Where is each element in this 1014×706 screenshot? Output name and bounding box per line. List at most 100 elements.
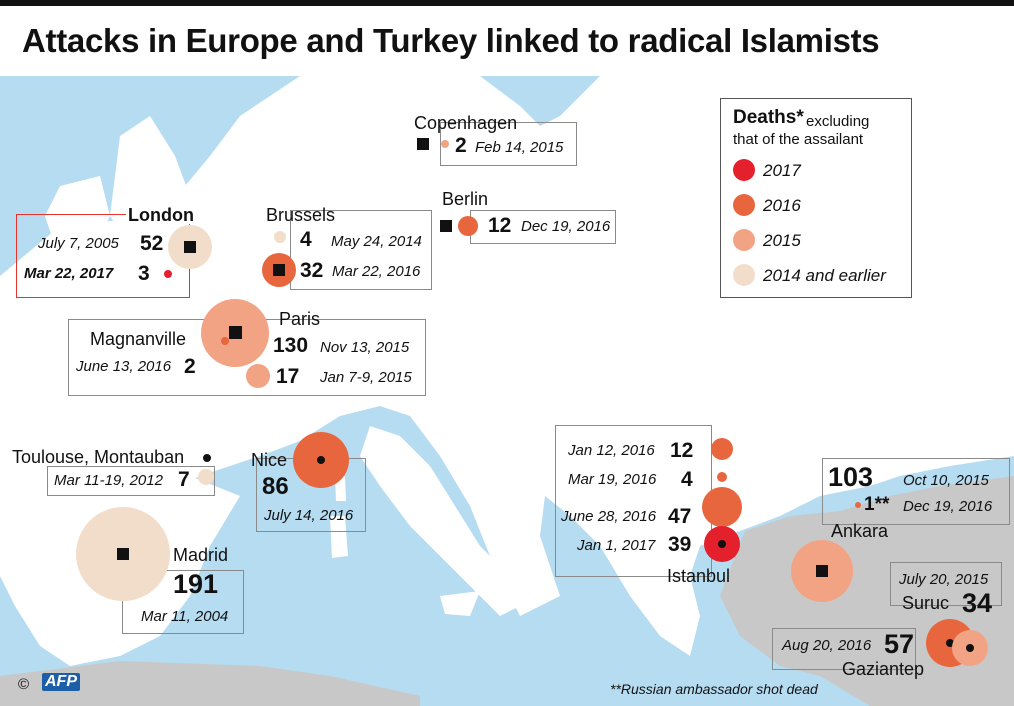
copenhagen-count: 2 [455, 134, 467, 157]
istanbul-count-3: 47 [668, 505, 692, 528]
copenhagen-callout-box [440, 122, 577, 166]
copenhagen-bubble [441, 140, 449, 148]
toulouse-label: Toulouse, Montauban [12, 447, 185, 467]
paris-date-jan-2015: Jan 7-9, 2015 [320, 369, 412, 386]
london-date-2005: July 7, 2005 [38, 235, 119, 252]
istanbul-date-2: Mar 19, 2016 [568, 471, 657, 488]
london-date-2017: Mar 22, 2017 [24, 265, 114, 282]
gaziantep-count: 57 [884, 629, 915, 659]
berlin-marker [440, 220, 452, 232]
legend-title: Deaths* [733, 107, 804, 128]
berlin-date: Dec 19, 2016 [521, 218, 611, 235]
legend-label-2017: 2017 [763, 161, 801, 180]
magnanville-count: 2 [184, 355, 196, 378]
gaziantep-callout-box [772, 628, 916, 670]
paris-marker [229, 326, 242, 339]
paris-date-nov-2015: Nov 13, 2015 [320, 339, 410, 356]
brussels-count-2016: 32 [300, 259, 324, 282]
nice-count: 86 [262, 473, 289, 500]
magnanville-label: Magnanville [90, 329, 187, 349]
berlin-label: Berlin [442, 189, 489, 209]
london-label: London [126, 205, 196, 225]
land-italy [360, 426, 520, 616]
copenhagen-label: Copenhagen [414, 113, 518, 133]
land-ireland [45, 176, 110, 256]
istanbul-date-1: Jan 12, 2016 [568, 442, 655, 459]
istanbul-date-4: Jan 1, 2017 [577, 537, 656, 554]
paris-bubble-jan-2015 [246, 364, 270, 388]
ankara-date-2016: Dec 19, 2016 [903, 498, 993, 515]
suruc-marker [966, 644, 974, 652]
istanbul-count-4: 39 [668, 533, 692, 556]
magnanville-bubble [221, 337, 229, 345]
suruc-date: July 20, 2015 [899, 571, 989, 588]
istanbul-count-1: 12 [670, 439, 694, 462]
copenhagen-marker [417, 138, 429, 150]
london-bubble-2017 [164, 270, 172, 278]
toulouse-callout-box [47, 466, 215, 496]
paris-count-nov-2015: 130 [273, 334, 309, 357]
london-count-2017: 3 [138, 262, 150, 285]
brussels-label: Brussels [266, 205, 336, 225]
berlin-count: 12 [488, 214, 512, 237]
legend-swatch-2017 [733, 159, 755, 181]
suruc-label: Suruc [902, 593, 950, 613]
brussels-date-2016: Mar 22, 2016 [332, 263, 421, 280]
legend: Deaths* excluding that of the assailant … [720, 98, 912, 298]
toulouse-bubble [198, 469, 214, 485]
istanbul-bubble-mar-2016 [717, 472, 727, 482]
istanbul-bubble-jan-2016 [711, 438, 733, 460]
madrid-date: Mar 11, 2004 [141, 608, 229, 625]
istanbul-label: Istanbul [667, 566, 731, 586]
ankara-count-2016: 1** [864, 494, 890, 515]
gaziantep-marker [946, 639, 954, 647]
madrid-callout-box [122, 570, 244, 634]
berlin-bubble [458, 216, 478, 236]
land-sardinia [330, 516, 348, 558]
legend-label-2015: 2015 [763, 231, 801, 250]
legend-label-2016: 2016 [763, 196, 801, 215]
legend-subtitle-b: that of the assailant [733, 131, 864, 148]
legend-subtitle-a: excluding [806, 113, 870, 130]
brussels-bubble-2014 [274, 231, 286, 243]
legend-label-2014: 2014 and earlier [763, 266, 886, 285]
brussels-callout-box [290, 210, 432, 290]
nice-marker [317, 456, 325, 464]
nice-date: July 14, 2016 [264, 507, 354, 524]
legend-swatch-2014 [733, 264, 755, 286]
london-count-2005: 52 [140, 232, 164, 255]
top-rule [0, 0, 1014, 6]
ankara-callout-box [822, 458, 1010, 525]
nice-label: Nice [251, 450, 288, 470]
madrid-label: Madrid [173, 545, 229, 565]
brussels-marker [273, 264, 285, 276]
toulouse-date: Mar 11-19, 2012 [54, 472, 163, 489]
legend-swatch-2016 [733, 194, 755, 216]
istanbul-marker [718, 540, 726, 548]
london-marker [184, 241, 196, 253]
land-sicily [440, 591, 480, 616]
suruc-callout-box [890, 562, 1002, 606]
istanbul-count-2: 4 [681, 468, 693, 491]
paris-label: Paris [279, 309, 321, 329]
land-scandinavia [380, 76, 560, 166]
toulouse-marker [203, 454, 211, 462]
istanbul-bubble-jun-2016 [702, 487, 742, 527]
madrid-marker [117, 548, 129, 560]
istanbul-date-3: June 28, 2016 [561, 508, 657, 525]
footnote: **Russian ambassador shot dead [610, 681, 818, 697]
brussels-date-2014: May 24, 2014 [331, 233, 422, 250]
page-title: Attacks in Europe and Turkey linked to r… [22, 22, 880, 59]
madrid-count: 191 [173, 569, 219, 599]
copenhagen-date: Feb 14, 2015 [475, 139, 564, 156]
afp-logo: AFP [42, 673, 80, 691]
toulouse-count: 7 [178, 468, 190, 491]
ankara-bubble-2016 [855, 502, 861, 508]
legend-swatch-2015 [733, 229, 755, 251]
ankara-count-2015: 103 [828, 462, 874, 492]
brussels-count-2014: 4 [300, 228, 312, 251]
gaziantep-label: Gaziantep [842, 659, 925, 679]
paris-count-jan-2015: 17 [276, 365, 300, 388]
